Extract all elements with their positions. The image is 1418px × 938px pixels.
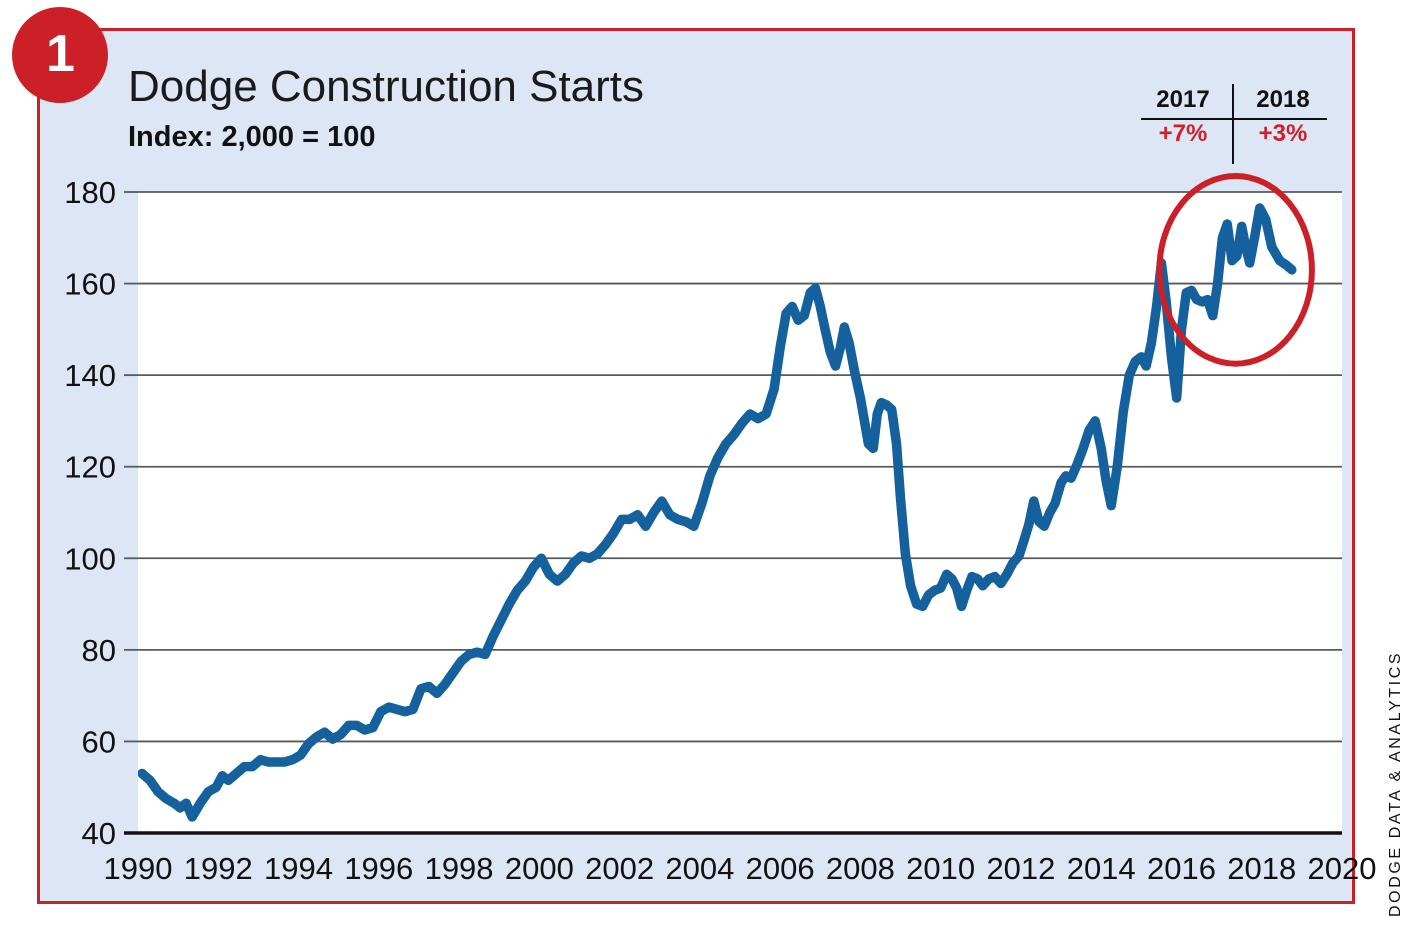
- growth-column-2017: 2017 +7%: [1139, 86, 1227, 150]
- page-subtitle: Index: 2,000 = 100: [128, 121, 376, 153]
- y-tick-label-100: 100: [64, 541, 116, 576]
- x-tick-label-2002: 2002: [585, 851, 654, 886]
- page-title: Dodge Construction Starts: [128, 62, 645, 111]
- growth-pct-2017: +7%: [1158, 120, 1208, 147]
- x-tick-label-2020: 2020: [1308, 851, 1377, 886]
- x-tick-label-2010: 2010: [906, 851, 975, 886]
- series-line-0: [138, 203, 1297, 822]
- growth-summary: 2017 +7% 2018 +3%: [1139, 84, 1329, 166]
- x-tick-label-1990: 1990: [104, 851, 173, 886]
- x-tick-label-2004: 2004: [665, 851, 734, 886]
- growth-year-2017: 2017: [1156, 86, 1210, 113]
- annotation-highlight-circle: [1156, 172, 1315, 367]
- y-tick-label-140: 140: [64, 358, 116, 393]
- x-tick-label-1994: 1994: [264, 851, 333, 886]
- growth-vertical-rule: [1232, 84, 1234, 164]
- x-tick-label-2000: 2000: [505, 851, 574, 886]
- growth-horizontal-rule: [1141, 118, 1327, 120]
- source-credit-label: DODGE DATA & ANALYTICS: [1387, 650, 1404, 917]
- series-group: [138, 203, 1297, 822]
- source-credit: DODGE DATA & ANALYTICS: [1367, 617, 1404, 917]
- figure-number-label: 1: [46, 25, 75, 83]
- x-tick-label-2016: 2016: [1147, 851, 1216, 886]
- growth-column-2018: 2018 +3%: [1239, 86, 1327, 150]
- growth-year-2018: 2018: [1256, 86, 1310, 113]
- y-tick-label-180: 180: [64, 175, 116, 210]
- x-tick-label-1996: 1996: [344, 851, 413, 886]
- y-tick-label-80: 80: [82, 633, 116, 668]
- y-tick-label-160: 160: [64, 267, 116, 302]
- x-tick-label-2006: 2006: [746, 851, 815, 886]
- x-tick-label-2012: 2012: [986, 851, 1055, 886]
- x-tick-label-1998: 1998: [425, 851, 494, 886]
- y-tick-label-120: 120: [64, 450, 116, 485]
- growth-pct-2018: +3%: [1258, 120, 1308, 147]
- x-tick-label-2008: 2008: [826, 851, 895, 886]
- y-tick-label-40: 40: [82, 816, 116, 851]
- plot-background: [138, 192, 1342, 833]
- figure-number-badge: 1: [12, 7, 108, 103]
- x-tick-label-2018: 2018: [1227, 851, 1296, 886]
- y-tick-label-60: 60: [82, 724, 116, 759]
- x-tick-label-1992: 1992: [184, 851, 253, 886]
- x-tick-label-2014: 2014: [1067, 851, 1136, 886]
